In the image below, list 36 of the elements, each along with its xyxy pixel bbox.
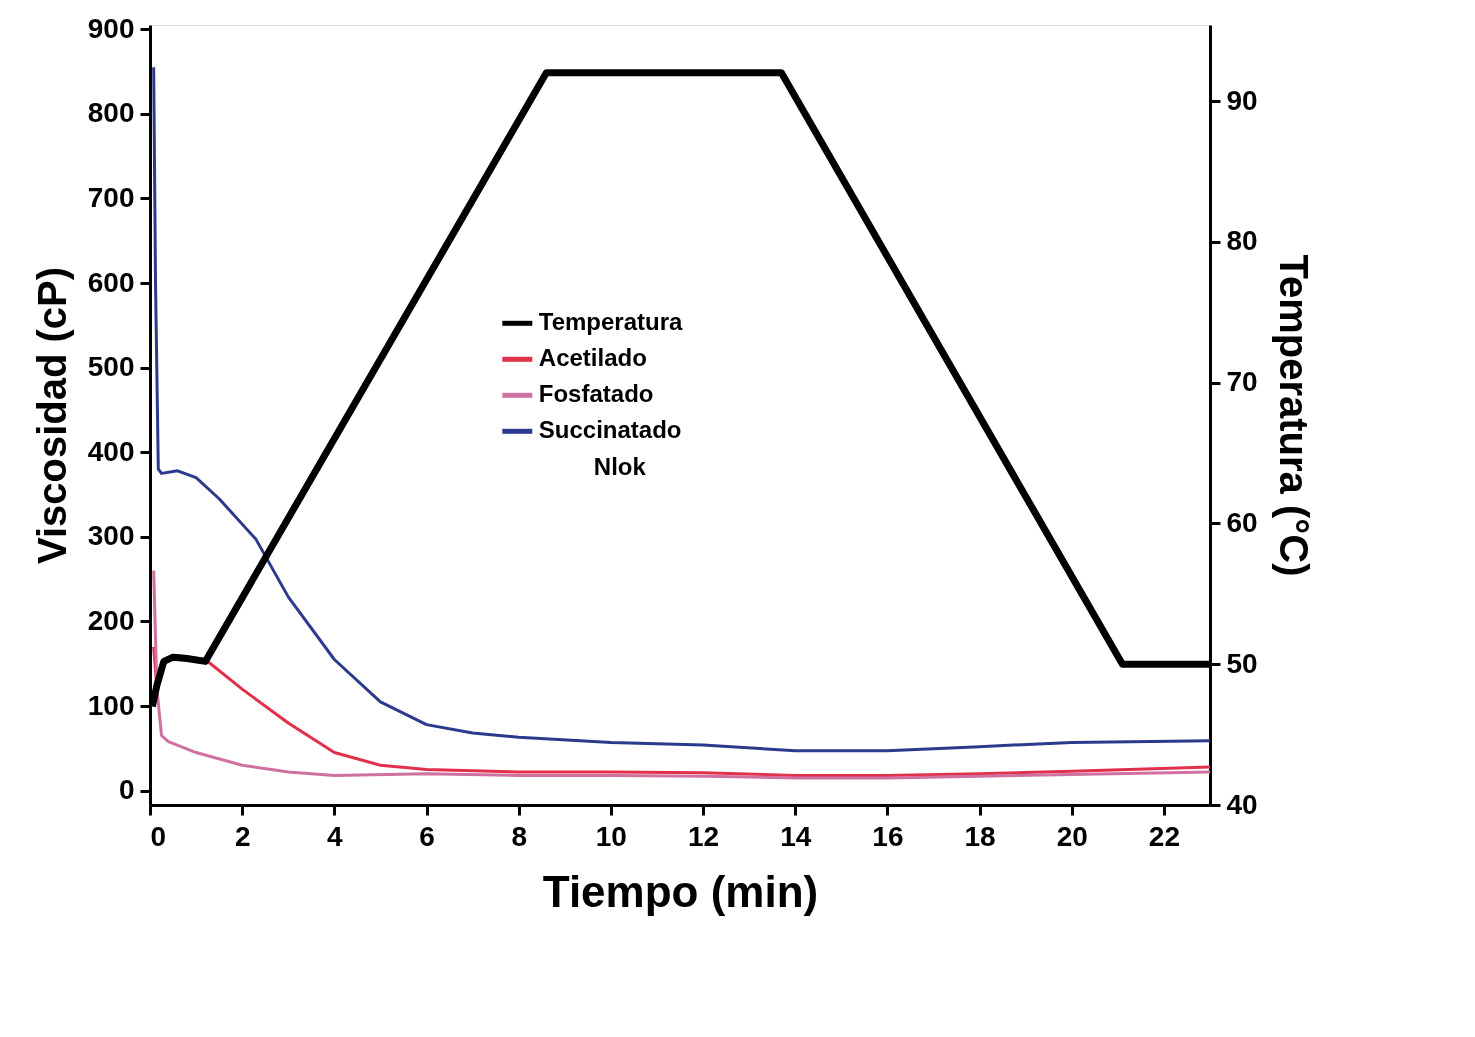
legend-label: Fosfatado [538,380,654,408]
y-tick-label: 0 [118,774,135,806]
x-tick-label: 12 [687,820,720,852]
x-tick-label: 16 [872,820,904,852]
y-tick-label: 100 [87,689,135,721]
y2-tick-label: 40 [1226,788,1258,820]
y-tick-label: 600 [87,266,135,298]
x-tick-label: 14 [780,820,812,852]
x-tick-label: 2 [234,820,251,852]
x-tick-label: 18 [964,820,996,852]
legend-label: Acetilado [538,344,647,372]
y-tick-label: 500 [87,351,135,383]
y-tick-label: 300 [87,520,135,552]
x-tick-label: 4 [327,820,344,852]
y-tick-label: 400 [87,435,135,467]
y2-tick-label: 70 [1226,366,1258,398]
x-tick-label: 6 [419,820,435,852]
x-tick-label: 10 [595,820,627,852]
legend-label: Succinatado [538,416,682,444]
y2-tick-label: 50 [1226,647,1258,679]
y2-tick-label: 60 [1226,506,1258,538]
y-tick-label: 200 [87,604,135,636]
y-tick-label: 900 [87,12,135,44]
annotation: Nlok [593,452,647,480]
y2-tick-label: 80 [1226,225,1258,257]
y2-tick-label: 90 [1226,84,1258,116]
x-tick-label: 0 [150,820,167,852]
y-axis-title: Viscosidad (cP) [29,266,74,565]
x-tick-label: 20 [1056,820,1088,852]
y2-axis-title: Temperatura (°C) [1271,254,1316,577]
y-tick-label: 800 [87,97,135,129]
x-tick-label: 22 [1148,820,1180,852]
x-axis-title: Tiempo (min) [542,866,819,916]
x-tick-label: 8 [511,820,527,852]
legend-label: Temperatura [538,308,684,336]
y-tick-label: 700 [87,181,135,213]
